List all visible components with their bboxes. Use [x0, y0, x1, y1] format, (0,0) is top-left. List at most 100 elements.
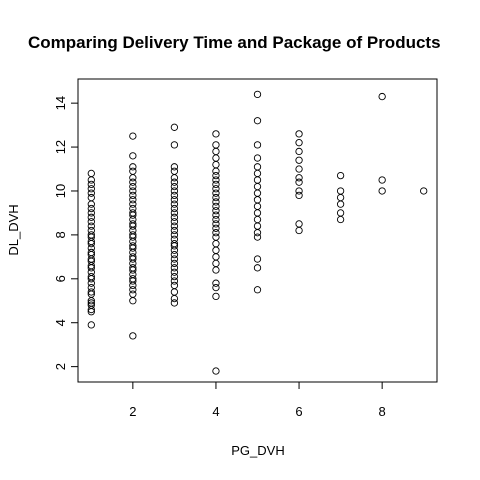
data-point [336, 209, 345, 217]
data-point [212, 141, 220, 149]
data-point [253, 90, 262, 99]
data-point [129, 231, 137, 239]
data-point [295, 139, 303, 147]
data-point [212, 147, 220, 156]
data-point [212, 202, 220, 211]
data-point [129, 167, 137, 175]
data-point [129, 264, 137, 272]
data-point [129, 200, 137, 208]
data-point [253, 176, 262, 184]
data-point [212, 167, 220, 175]
data-point [170, 288, 179, 296]
data-point [378, 92, 386, 101]
y-tick-label: 10 [53, 184, 68, 198]
data-point [129, 332, 137, 340]
data-point [87, 218, 95, 226]
data-point [295, 220, 303, 228]
data-point [129, 275, 137, 283]
data-point [212, 160, 220, 169]
data-point [170, 196, 179, 204]
y-tick-label: 12 [53, 140, 68, 154]
data-point [170, 200, 179, 208]
data-point [87, 272, 95, 281]
data-point [129, 196, 137, 204]
data-point [87, 248, 95, 257]
data-point [87, 185, 95, 193]
data-point [212, 193, 220, 202]
data-point [87, 193, 95, 202]
data-point [212, 207, 220, 215]
data-point [212, 171, 220, 180]
data-point [336, 187, 345, 195]
data-point [212, 215, 220, 224]
data-point [87, 180, 95, 189]
data-point [129, 204, 137, 213]
data-point [378, 176, 386, 184]
y-tick-label: 14 [53, 96, 68, 110]
data-point [253, 209, 262, 217]
data-point [170, 123, 179, 131]
x-tick-label: 8 [379, 404, 386, 419]
data-point [336, 215, 345, 224]
data-point [295, 130, 303, 138]
data-point [87, 231, 95, 239]
data-point [336, 171, 345, 180]
y-axis: 2 4 6 8 10 12 14 [53, 96, 79, 370]
data-point [87, 288, 95, 296]
data-point [170, 213, 179, 221]
data-point [129, 297, 137, 305]
y-tick-label: 6 [53, 275, 68, 282]
data-point [170, 191, 179, 200]
data-point [170, 182, 179, 191]
data-point [212, 259, 220, 268]
data-point [212, 266, 220, 274]
data-point [212, 180, 220, 189]
data-point [253, 222, 262, 230]
data-point [170, 264, 179, 272]
data-point [253, 229, 262, 237]
data-point [336, 193, 345, 202]
data-point [378, 187, 386, 195]
data-point [129, 182, 137, 191]
data-point [212, 240, 220, 248]
data-point [170, 226, 179, 235]
data-point [170, 178, 179, 186]
y-axis-label: DL_DVH [6, 204, 21, 255]
data-point [295, 156, 303, 164]
data-point [212, 130, 220, 138]
data-point [212, 233, 220, 241]
x-axis-label: PG_DVH [231, 443, 284, 458]
data-point [212, 211, 220, 219]
data-point [129, 253, 137, 261]
data-point [253, 141, 262, 149]
data-point [170, 255, 179, 263]
data-point [129, 174, 137, 182]
data-point [212, 229, 220, 237]
data-point [87, 226, 95, 235]
data-point [87, 189, 95, 197]
data-point [253, 196, 262, 204]
data-point [170, 231, 179, 239]
data-point [170, 174, 179, 182]
data-point [87, 176, 95, 184]
points-layer [87, 90, 428, 375]
data-point [253, 286, 262, 294]
x-tick-label: 4 [212, 404, 219, 419]
data-point [295, 147, 303, 156]
data-point [212, 198, 220, 206]
data-point [87, 283, 95, 292]
data-point [212, 189, 220, 197]
data-point [295, 191, 303, 200]
data-point [253, 182, 262, 191]
data-point [295, 178, 303, 186]
x-tick-label: 6 [295, 404, 302, 419]
data-point [170, 163, 179, 171]
data-point [212, 220, 220, 228]
data-point [253, 255, 262, 263]
data-point [212, 154, 220, 162]
data-point [253, 189, 262, 197]
data-point [170, 268, 179, 276]
data-point [170, 240, 179, 248]
